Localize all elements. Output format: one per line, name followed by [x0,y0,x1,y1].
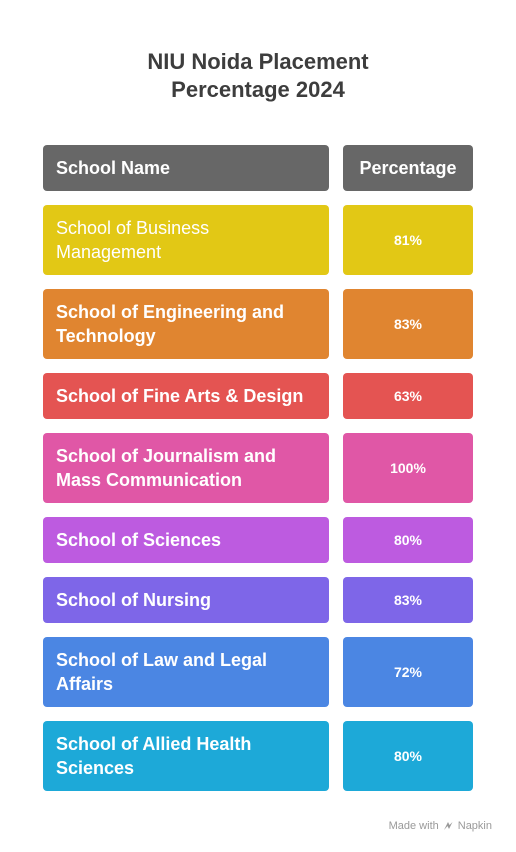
percentage-cell: 83% [343,289,473,359]
percentage-cell: 100% [343,433,473,503]
school-name-cell: School of Journalism and Mass Communicat… [43,433,329,503]
page-title-line-2: Percentage 2024 [0,76,516,104]
header-percentage: Percentage [343,145,473,191]
percentage-cell: 80% [343,517,473,563]
header-school-name: School Name [43,145,329,191]
percentage-cell: 83% [343,577,473,623]
school-name-cell: School of Nursing [43,577,329,623]
percentage-cell: 81% [343,205,473,275]
page-title: NIU Noida Placement Percentage 2024 [0,48,516,104]
school-name-cell: School of Engineering and Technology [43,289,329,359]
napkin-brand-label: Napkin [458,820,492,832]
school-name-cell: School of Allied Health Sciences [43,721,329,791]
percentage-cell: 80% [343,721,473,791]
made-with-label: Made with [389,820,439,832]
school-name-cell: School of Sciences [43,517,329,563]
napkin-logo-icon [443,821,454,832]
percentage-cell: 72% [343,637,473,707]
made-with-napkin-footer[interactable]: Made with Napkin [389,820,492,832]
school-name-cell: School of Law and Legal Affairs [43,637,329,707]
school-name-cell: School of Business Management [43,205,329,275]
page-title-line-1: NIU Noida Placement [0,48,516,76]
percentage-cell: 63% [343,373,473,419]
school-name-cell: School of Fine Arts & Design [43,373,329,419]
